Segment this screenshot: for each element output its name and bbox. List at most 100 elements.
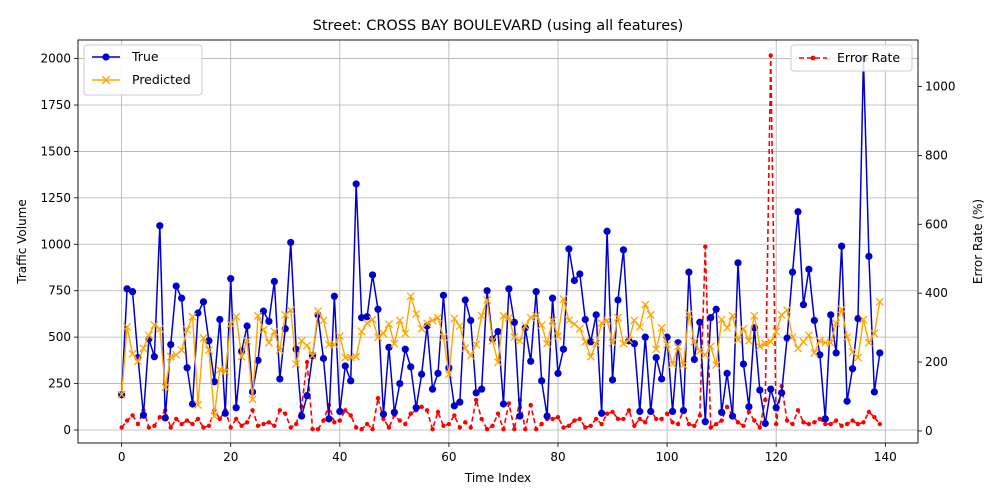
error-rate-point [566, 423, 572, 428]
predicted-point [581, 337, 590, 346]
error-rate-point [315, 427, 321, 432]
predicted-point [548, 316, 557, 325]
error-rate-point [250, 408, 255, 413]
true-point [336, 407, 344, 416]
true-point [690, 355, 698, 364]
true-point [674, 339, 682, 347]
predicted-point [690, 337, 699, 346]
error-rate-point [599, 421, 604, 427]
error-rate-point [664, 411, 670, 416]
error-rate-point [304, 359, 310, 365]
error-rate-point [135, 421, 141, 427]
true-point [156, 222, 164, 230]
true-point [161, 414, 169, 422]
predicted-point [466, 351, 475, 360]
predicted-point [221, 367, 230, 376]
predicted-point [772, 327, 781, 336]
y2-tick-label: 0 [925, 424, 933, 438]
predicted-point [755, 342, 764, 351]
true-point [603, 227, 611, 235]
predicted-point [684, 309, 693, 318]
true-point [450, 402, 458, 410]
true-point [876, 349, 884, 357]
y-tick-label: 1250 [40, 191, 71, 205]
true-point [587, 338, 595, 346]
predicted-point [646, 310, 655, 319]
true-point [527, 357, 535, 365]
predicted-point [401, 329, 410, 338]
error-rate-point [381, 416, 386, 422]
predicted-point [559, 295, 568, 304]
error-rate-point [583, 425, 588, 430]
predicted-point [859, 315, 868, 324]
predicted-point [275, 346, 284, 355]
predicted-point [870, 329, 879, 338]
error-rate-point [119, 425, 124, 430]
true-point [625, 337, 633, 345]
error-rate-point [588, 423, 593, 428]
true-point [216, 315, 224, 324]
true-point [227, 275, 235, 283]
error-rate-point [877, 421, 883, 427]
true-point [761, 419, 769, 428]
legend-left: True Predicted [83, 44, 203, 96]
error-rate-point [713, 421, 719, 427]
true-point [734, 259, 742, 267]
predicted-point [679, 360, 688, 370]
error-rate-point [757, 425, 763, 430]
predicted-point [641, 300, 650, 309]
true-point [379, 410, 388, 418]
predicted-point [750, 311, 759, 320]
predicted-point [335, 332, 344, 341]
error-rate-point [512, 427, 517, 432]
y2-axis-label: Error Rate (%) [971, 199, 985, 284]
predicted-point [150, 321, 159, 330]
error-rate-point [403, 421, 408, 427]
predicted-point [270, 327, 279, 336]
true-point [630, 340, 638, 348]
true-point [243, 322, 251, 330]
y2-tick-label: 600 [925, 217, 948, 231]
true-point [728, 412, 737, 420]
true-point [756, 386, 764, 394]
y-axis-label: Traffic Volume [15, 199, 29, 285]
predicted-point [303, 341, 312, 350]
predicted-point [815, 336, 824, 345]
true-point [668, 407, 677, 416]
y-tick-label: 500 [48, 330, 71, 344]
predicted-point [853, 353, 863, 362]
true-point [341, 362, 349, 370]
y-tick-label: 0 [63, 423, 71, 437]
true-point [559, 345, 568, 353]
error-rate-point [495, 411, 501, 416]
true-point [428, 385, 437, 393]
plot-frame [77, 39, 919, 444]
true-point [461, 296, 469, 304]
y-tick-label: 2000 [40, 52, 71, 66]
predicted-point [483, 295, 492, 305]
true-point [276, 375, 284, 383]
error-rate-point [604, 411, 610, 416]
error-rate-point [424, 408, 430, 413]
predicted-point [215, 365, 224, 374]
error-rate-point [386, 425, 392, 430]
error-rate-point [130, 413, 135, 418]
predicted-point [248, 395, 257, 404]
true-point [150, 353, 158, 361]
error-rate-point [653, 416, 659, 422]
predicted-point [504, 313, 513, 322]
error-rate-point [528, 402, 533, 408]
true-point [287, 238, 295, 247]
predicted-point [761, 339, 770, 348]
true-point [434, 369, 442, 377]
true-point [298, 412, 306, 420]
error-rate-point [441, 423, 446, 428]
predicted-point [373, 333, 383, 342]
true-point [188, 400, 197, 408]
error-rate-point [179, 421, 184, 427]
x-tick-label: 0 [118, 450, 126, 464]
predicted-point [521, 321, 530, 331]
true-point [374, 305, 382, 313]
y-tick-label: 1750 [40, 98, 71, 112]
